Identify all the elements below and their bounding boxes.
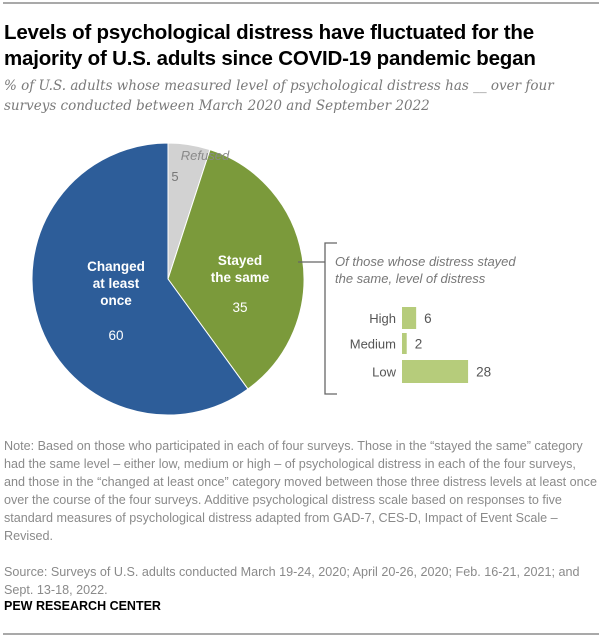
changed-label-line1: Changed — [87, 259, 145, 274]
bottom-rule — [3, 633, 599, 635]
pie-slice-stayed-the-same — [167, 149, 305, 390]
chart-subtitle: % of U.S. adults whose measured level of… — [4, 78, 554, 114]
bar-chart: High 6 Medium 2 Low 28 — [350, 307, 491, 383]
stayed-label-line2: the same — [211, 270, 270, 285]
bar-value-low: 28 — [476, 365, 491, 380]
brand-logo-text: PEW RESEARCH CENTER — [4, 599, 161, 613]
top-rule — [3, 2, 599, 4]
note-text: Note: Based on those who participated in… — [4, 439, 597, 543]
stayed-value: 35 — [232, 300, 247, 315]
bar-label-low: Low — [372, 365, 396, 380]
pie-slice-changed-at-least-once — [31, 142, 249, 416]
refused-value: 5 — [171, 169, 178, 184]
bar-title-line1: Of those whose distress stayed the same, … — [335, 254, 516, 286]
chart-title: Levels of psychological distress have fl… — [4, 21, 536, 70]
bracket — [298, 242, 337, 395]
bar-label-medium: Medium — [350, 337, 396, 352]
changed-label-line2: at least — [93, 276, 140, 291]
bar-value-medium: 2 — [415, 337, 423, 352]
pie-chart — [31, 142, 305, 416]
source-text: Source: Surveys of U.S. adults conducted… — [4, 565, 580, 597]
changed-value: 60 — [108, 328, 123, 343]
chart-svg: Refused 5 Stayed the same Changed at lea… — [31, 142, 516, 416]
refused-label: Refused — [181, 148, 230, 163]
bar-value-high: 6 — [424, 311, 432, 326]
stayed-label-line1: Stayed — [218, 253, 262, 268]
bar-medium — [402, 333, 407, 354]
bar-high — [402, 307, 417, 329]
bar-low — [402, 360, 469, 383]
changed-label-line3: once — [100, 293, 132, 308]
bar-label-high: High — [369, 311, 396, 326]
